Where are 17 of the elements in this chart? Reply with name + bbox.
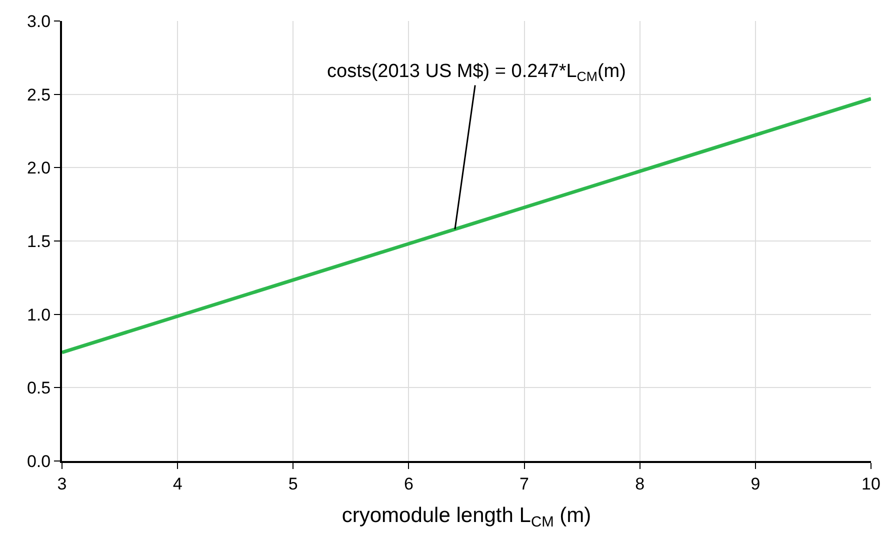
y-tick-label: 0.5: [26, 378, 51, 398]
x-tick-label: 3: [57, 474, 67, 494]
x-tick-label: 6: [404, 474, 414, 494]
x-tick-label: 7: [520, 474, 530, 494]
y-tick-label: 2.5: [26, 85, 51, 104]
y-tick-label: 3.0: [26, 12, 51, 31]
annotation: costs(2013 US M$) = 0.247*L$_{CM}$(m): [327, 61, 626, 84]
x-tick-label: 8: [635, 474, 645, 494]
y-tick-label: 0.0: [26, 452, 51, 471]
x-tick-label: 5: [288, 474, 298, 494]
y-tick-label: 1.5: [26, 232, 51, 251]
y-tick-label: 1.0: [26, 305, 51, 324]
x-axis-title: cryomodule length L$_{CM}$ (m): [342, 504, 592, 531]
x-tick-label: 4: [172, 474, 182, 494]
x-tick-label: 9: [750, 474, 760, 494]
x-tick-label: 10: [862, 474, 880, 494]
y-tick-label: 2.0: [26, 158, 51, 178]
